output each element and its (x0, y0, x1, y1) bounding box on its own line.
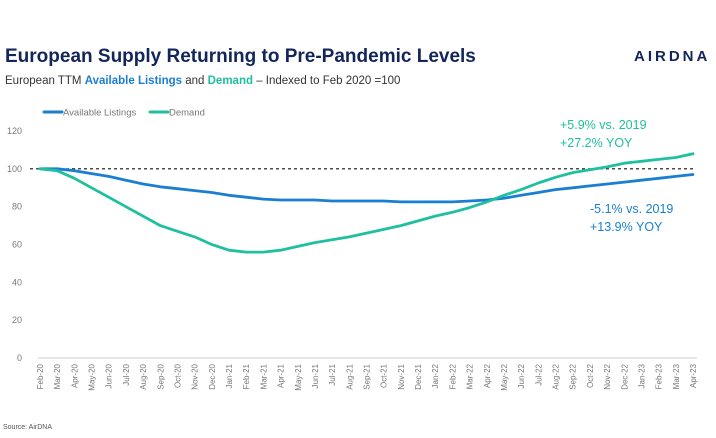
x-tick-label: Feb-20 (36, 363, 45, 389)
x-tick-label: Sep-20 (156, 363, 165, 389)
y-tick-label: 0 (17, 353, 22, 363)
x-tick-label: Jan-21 (225, 363, 234, 388)
airdna-logo: AIRDNA (634, 48, 711, 65)
annotation-label: +5.9% vs. 2019 (560, 118, 647, 132)
subtitle-series-demand: Demand (207, 75, 253, 87)
x-tick-label: Mar-22 (466, 363, 475, 389)
x-tick-label: Sep-22 (569, 363, 578, 389)
x-tick-label: Jul-21 (328, 363, 337, 385)
y-tick-label: 120 (7, 126, 22, 136)
x-tick-label: Feb-23 (655, 363, 664, 389)
legend-label: Demand (169, 108, 205, 119)
x-tick-label: Dec-21 (414, 363, 423, 389)
annotation-label: +13.9% YOY (590, 220, 663, 234)
x-tick-label: Sep-21 (363, 363, 372, 389)
x-tick-label: Oct-20 (173, 363, 182, 388)
y-tick-label: 100 (7, 164, 22, 174)
y-tick-label: 60 (12, 240, 22, 250)
x-tick-label: Jan-22 (431, 363, 440, 388)
legend-label: Available Listings (63, 108, 136, 119)
x-tick-label: Dec-22 (620, 363, 629, 389)
x-tick-label: Feb-22 (448, 363, 457, 389)
x-tick-label: Oct-22 (586, 363, 595, 388)
y-tick-label: 80 (12, 202, 22, 212)
x-tick-label: Jun-20 (105, 363, 114, 388)
x-tick-label: Aug-20 (139, 363, 148, 389)
y-tick-label: 40 (12, 277, 22, 287)
subtitle-suffix: – Indexed to Feb 2020 =100 (253, 75, 401, 87)
x-tick-label: Nov-20 (191, 363, 200, 389)
source-note: Source: AirDNA (3, 424, 53, 431)
annotation-label: -5.1% vs. 2019 (590, 202, 673, 216)
x-tick-label: Jan-23 (637, 363, 646, 388)
x-tick-label: Oct-21 (380, 363, 389, 388)
x-tick-label: Apr-21 (277, 363, 286, 388)
x-tick-label: May-21 (294, 363, 303, 390)
subtitle-series-listings: Available Listings (84, 75, 183, 87)
x-tick-label: Jun-22 (517, 363, 526, 388)
line-chart: 0 20 40 60 80 100 120 Feb-20 Mar-20 Apr-20 May-20 J… (7, 108, 698, 391)
x-tick-label: Feb-21 (242, 363, 251, 389)
x-tick-label: Dec-20 (208, 363, 217, 389)
x-tick-label: Jul-20 (122, 363, 131, 385)
x-tick-label: Nov-22 (603, 363, 612, 389)
x-tick-label: May-22 (500, 363, 509, 390)
x-tick-label: Aug-21 (345, 363, 354, 389)
x-tick-label: Jun-21 (311, 363, 320, 388)
series-line-available-listings (38, 167, 695, 204)
subtitle-and: and (182, 75, 208, 87)
x-tick-label: Nov-21 (397, 363, 406, 389)
x-tick-label: Mar-21 (259, 363, 268, 389)
y-tick-label: 20 (12, 315, 22, 325)
x-tick-label: Apr-20 (70, 363, 79, 388)
x-tick-label: Mar-23 (672, 363, 681, 389)
x-tick-label: Apr-22 (483, 363, 492, 388)
x-tick-label: Jul-22 (534, 363, 543, 385)
x-tick-label: Mar-20 (53, 363, 62, 389)
chart-title: European Supply Returning to Pre-Pandemi… (5, 46, 476, 67)
x-tick-label: Aug-22 (552, 363, 561, 389)
series-line-demand (38, 152, 695, 254)
chart-subtitle: European TTM Available Listings and Dema… (5, 75, 400, 87)
x-tick-label: May-20 (88, 363, 97, 390)
subtitle-prefix: European TTM (5, 75, 85, 87)
annotation-label: +27.2% YOY (560, 136, 633, 150)
x-tick-label: Apr-23 (689, 363, 698, 388)
